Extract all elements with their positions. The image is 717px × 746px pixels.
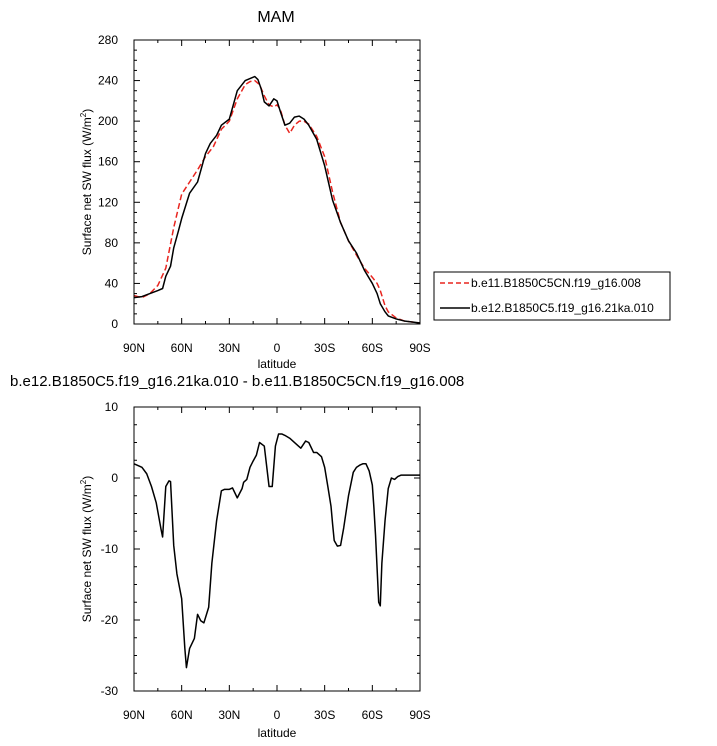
top-x-tick-label: 30S bbox=[314, 341, 335, 355]
bottom-y-tick-label: 0 bbox=[111, 471, 118, 485]
top-axes: 90N 60N 30N 0 30S 60S 90S 0 40 80 120 160 200 240 280 bbox=[98, 33, 431, 355]
top-y-tick-label: 280 bbox=[98, 33, 118, 47]
top-y-tick-label: 0 bbox=[111, 317, 118, 331]
top-y-tick-label: 120 bbox=[98, 195, 118, 209]
top-x-tick-label: 90S bbox=[409, 341, 430, 355]
bottom-chart-title: b.e12.B1850C5.f19_g16.21ka.010 - b.e11.B… bbox=[10, 373, 464, 390]
legend-label-series-1: b.e11.B1850C5CN.f19_g16.008 bbox=[471, 276, 641, 290]
bottom-x-tick-label: 30S bbox=[314, 708, 335, 722]
top-y-tick-label: 80 bbox=[105, 236, 119, 250]
bottom-series-group bbox=[133, 433, 420, 669]
top-chart: MAM 90N 60N 30N 0 30S 60S 90S 0 40 80 120 160 200 240… bbox=[79, 9, 671, 371]
top-x-tick-label: 0 bbox=[274, 341, 281, 355]
bottom-x-tick-label: 60S bbox=[362, 708, 383, 722]
bottom-y-tick-label: -20 bbox=[101, 613, 119, 627]
bottom-x-axis-title: latitude bbox=[258, 726, 297, 740]
legend: b.e11.B1850C5CN.f19_g16.008 b.e12.B1850C… bbox=[433, 271, 671, 321]
top-x-tick-label: 60S bbox=[362, 341, 383, 355]
bottom-series-line-1 bbox=[133, 433, 420, 669]
top-y-tick-label: 160 bbox=[98, 155, 118, 169]
bottom-x-tick-label: 60N bbox=[171, 708, 193, 722]
top-y-tick-label: 200 bbox=[98, 114, 118, 128]
top-y-tick-label: 40 bbox=[105, 276, 119, 290]
top-y-axis-title: Surface net SW flux (W/m2) bbox=[79, 109, 94, 255]
top-plot-frame bbox=[133, 39, 421, 325]
top-series-line-2 bbox=[133, 75, 421, 324]
top-x-axis-title: latitude bbox=[258, 357, 297, 371]
top-y-tick-label: 240 bbox=[98, 74, 118, 88]
bottom-plot-frame bbox=[133, 406, 421, 692]
top-series-group bbox=[133, 75, 421, 324]
top-x-tick-label: 60N bbox=[171, 341, 193, 355]
top-x-tick-label: 30N bbox=[218, 341, 240, 355]
legend-label-series-2: b.e12.B1850C5.f19_g16.21ka.010 bbox=[471, 301, 654, 315]
bottom-x-tick-label: 90N bbox=[123, 708, 145, 722]
bottom-x-tick-label: 0 bbox=[274, 708, 281, 722]
bottom-axes: 90N 60N 30N 0 30S 60S 90S -30 -20 -10 0 10 bbox=[101, 400, 431, 722]
bottom-chart: b.e12.B1850C5.f19_g16.21ka.010 - b.e11.B… bbox=[10, 373, 464, 740]
bottom-x-tick-label: 90S bbox=[409, 708, 430, 722]
top-series-line-1 bbox=[133, 79, 421, 324]
bottom-y-tick-label: 10 bbox=[105, 400, 119, 414]
bottom-y-axis-title: Surface net SW flux (W/m2) bbox=[79, 476, 94, 622]
bottom-x-tick-label: 30N bbox=[218, 708, 240, 722]
legend-box bbox=[433, 271, 671, 321]
bottom-y-tick-label: -10 bbox=[101, 542, 119, 556]
top-x-tick-label: 90N bbox=[123, 341, 145, 355]
bottom-y-tick-label: -30 bbox=[101, 684, 119, 698]
top-chart-title: MAM bbox=[257, 9, 294, 26]
